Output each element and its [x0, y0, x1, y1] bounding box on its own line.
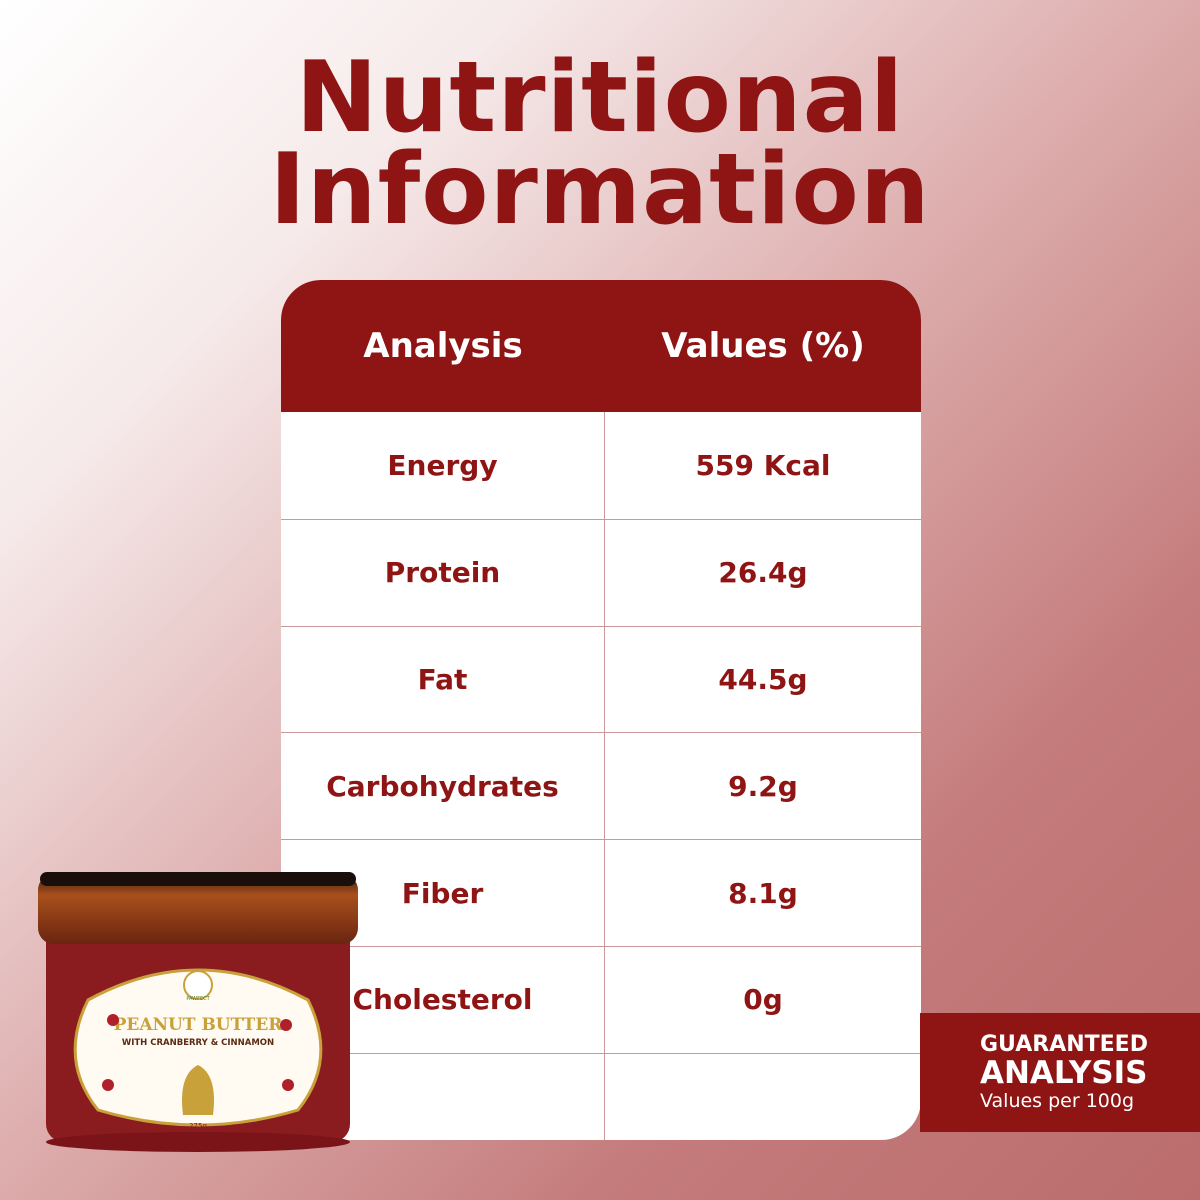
value-cell	[605, 1054, 921, 1140]
jar-flavor: WITH CRANBERRY & CINNAMON	[122, 1038, 274, 1048]
page-title: Nutritional Information	[0, 41, 1200, 247]
peanut-butter-jar-image: PEANUT BUTTER WITH CRANBERRY & CINNAMON …	[38, 872, 358, 1152]
value-cell: 8.1g	[728, 876, 798, 910]
value-cell: 44.5g	[718, 662, 808, 696]
table-row: Cholesterol 0g	[281, 945, 921, 1053]
jar-product-name: PEANUT BUTTER	[114, 1015, 284, 1035]
header-values: Values (%)	[661, 326, 865, 366]
analysis-cell: Carbohydrates	[281, 733, 605, 840]
analysis-cell: Energy	[281, 412, 605, 519]
banner-line-2: ANALYSIS	[980, 1055, 1148, 1091]
analysis-cell: Fat	[281, 626, 605, 733]
table-row: Protein 26.4g	[281, 518, 921, 626]
header-analysis: Analysis	[363, 326, 523, 366]
value-cell: 559 Kcal	[695, 448, 831, 482]
nutrition-table: Analysis Values (%) Energy 559 Kcal Protei…	[281, 280, 921, 1140]
table-row: Fiber 8.1g	[281, 839, 921, 946]
guaranteed-analysis-banner: GUARANTEED ANALYSIS Values per 100g	[920, 1013, 1200, 1132]
table-header: Analysis Values (%)	[281, 280, 921, 412]
title-line-2: Information	[269, 133, 931, 247]
jar-brand: PAWFECT	[186, 996, 210, 1002]
analysis-cell: Cholesterol	[281, 946, 605, 1053]
table-row: Fat 44.5g	[281, 625, 921, 733]
value-cell: 26.4g	[718, 556, 808, 590]
jar-weight: 275g	[189, 1122, 207, 1130]
table-row: Carbohydrates 9.2g	[281, 732, 921, 840]
title-line-1: Nutritional	[295, 41, 905, 155]
table-row	[281, 1052, 921, 1140]
analysis-cell: Fiber	[281, 840, 605, 946]
banner-line-3: Values per 100g	[980, 1090, 1135, 1112]
value-cell: 0g	[743, 983, 783, 1017]
analysis-cell	[281, 1053, 605, 1140]
banner-line-1: GUARANTEED	[980, 1032, 1148, 1057]
table-row: Energy 559 Kcal	[281, 412, 921, 519]
value-cell: 9.2g	[728, 769, 798, 803]
analysis-cell: Protein	[281, 519, 605, 626]
